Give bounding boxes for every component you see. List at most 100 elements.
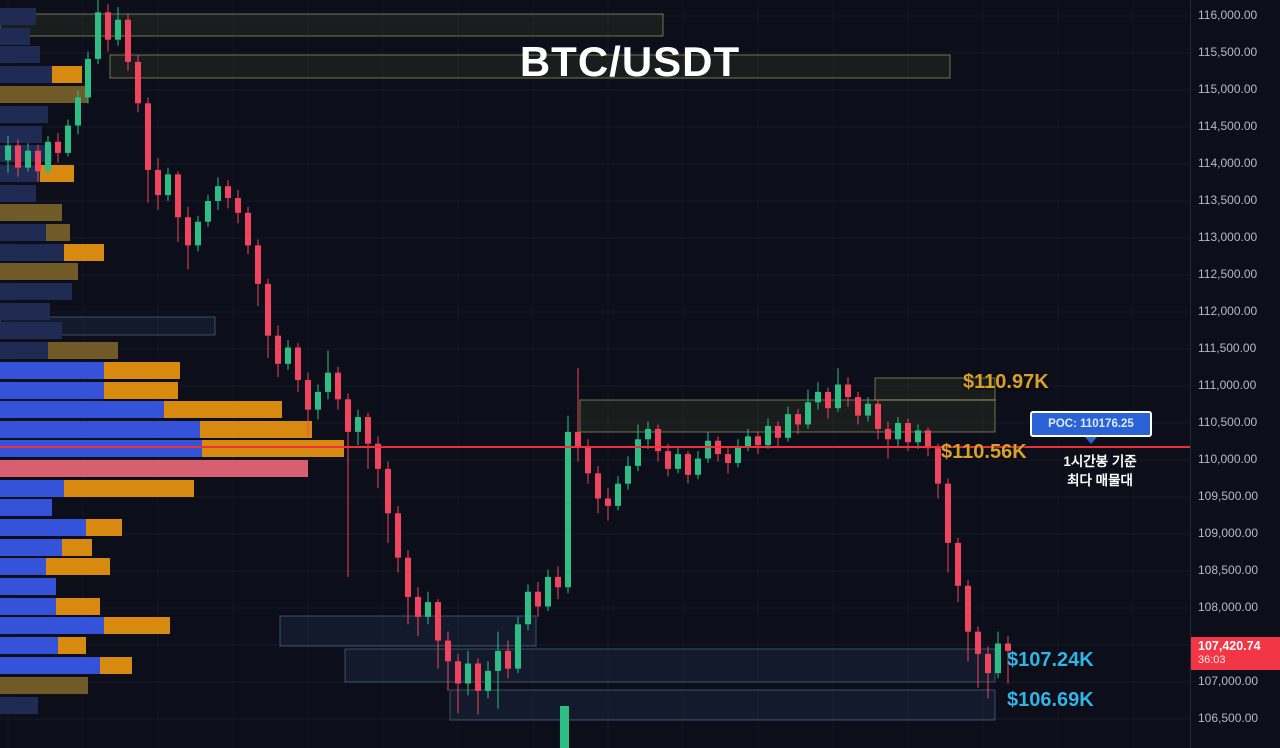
volume-profile-bar [0, 440, 202, 457]
candle [425, 602, 431, 617]
poc-label[interactable]: POC: 110176.25 [1030, 411, 1152, 444]
candle [355, 417, 361, 432]
candle [945, 483, 951, 543]
volume-profile-bar [0, 382, 104, 399]
candle [705, 440, 711, 459]
candle [325, 372, 331, 392]
candle [745, 436, 751, 447]
candle [175, 174, 181, 218]
volume-profile-bar [202, 440, 344, 457]
volume-profile-bar [104, 382, 178, 399]
price-tick-label: 115,500.00 [1198, 45, 1258, 59]
volume-profile-bar [0, 519, 86, 536]
candle [765, 425, 771, 446]
volume-profile-bar [0, 401, 164, 418]
volume-profile-bar [0, 204, 62, 221]
volume-profile-bar [0, 617, 104, 634]
candle [405, 557, 411, 597]
candle [645, 428, 651, 440]
volume-profile-bar [164, 401, 282, 418]
volume-profile-bar [0, 637, 58, 654]
candle [895, 423, 901, 440]
candle [965, 585, 971, 632]
volume-profile-bar [46, 224, 70, 241]
candle [265, 283, 271, 336]
candle [365, 417, 371, 444]
candle [805, 402, 811, 425]
candle [795, 414, 801, 425]
bar-countdown: 36:03 [1198, 654, 1226, 666]
volume-profile-bar [0, 362, 104, 379]
candle [835, 384, 841, 409]
candle [375, 443, 381, 469]
candle [865, 403, 871, 416]
candle [335, 372, 341, 400]
volume-profile-bar [58, 637, 86, 654]
candle [955, 542, 961, 586]
supply-zone[interactable] [0, 13, 664, 37]
volume-profile-bar [0, 697, 38, 714]
candle [885, 428, 891, 440]
candle [115, 19, 121, 40]
candle [615, 483, 621, 506]
candle [165, 174, 171, 196]
volume-profile-bar [48, 342, 118, 359]
candle [305, 380, 311, 410]
candle [125, 19, 131, 62]
price-tick-label: 111,500.00 [1198, 341, 1257, 355]
price-axis[interactable]: 107,420.74 36:03 116,000.00 115,500.00 115… [1190, 0, 1280, 748]
candle [85, 58, 91, 98]
candle [345, 399, 351, 432]
candle [235, 198, 241, 213]
volume-profile-bar [0, 28, 30, 45]
supply-zone[interactable] [109, 54, 951, 79]
candle [65, 125, 71, 153]
price-tick-label: 106,500.00 [1198, 711, 1259, 725]
volume-profile-bar [0, 106, 48, 123]
price-tick-label: 108,500.00 [1198, 563, 1259, 577]
price-callout-110-56k: $110.56K [941, 441, 1027, 463]
price-tick-label: 115,000.00 [1198, 82, 1258, 96]
candle [155, 169, 161, 196]
candle [665, 451, 671, 469]
candle [475, 663, 481, 691]
candle [495, 650, 501, 671]
candle [935, 448, 941, 484]
volume-profile-bar [56, 598, 100, 615]
demand-zone[interactable] [344, 648, 996, 683]
candle [15, 145, 21, 168]
price-callout-107-24k: $107.24K [1007, 649, 1094, 671]
candle [275, 335, 281, 364]
candle [385, 468, 391, 514]
candle [295, 347, 301, 381]
candle [875, 403, 881, 429]
volume-profile-bar [0, 421, 200, 438]
candle [135, 61, 141, 104]
candle [915, 430, 921, 443]
candle [505, 650, 511, 669]
candle [975, 631, 981, 654]
volume-profile-bar [0, 86, 88, 103]
note-line-2: 최다 매물대 [1067, 473, 1133, 488]
candle [435, 602, 441, 641]
candle [75, 97, 81, 126]
candle [95, 12, 101, 59]
price-tick-label: 113,500.00 [1198, 193, 1258, 207]
candle [105, 12, 111, 40]
volume-profile-bar [0, 539, 62, 556]
volume-profile-bar [0, 244, 64, 261]
candle [35, 150, 41, 172]
volume-profile-bar [100, 657, 132, 674]
candle [995, 643, 1001, 674]
volume-profile-bar [0, 342, 48, 359]
candle [855, 397, 861, 416]
volume-profile-bar [0, 66, 52, 83]
candlestick-chart[interactable] [0, 0, 1190, 748]
volume-profile-bar [62, 539, 92, 556]
price-tick-label: 116,000.00 [1198, 8, 1258, 22]
poc-pointer-icon [1085, 437, 1097, 444]
demand-zone[interactable] [449, 689, 996, 721]
price-tick-label: 109,500.00 [1198, 489, 1259, 503]
candle [45, 141, 51, 172]
last-price-value: 107,420.74 [1198, 639, 1261, 653]
